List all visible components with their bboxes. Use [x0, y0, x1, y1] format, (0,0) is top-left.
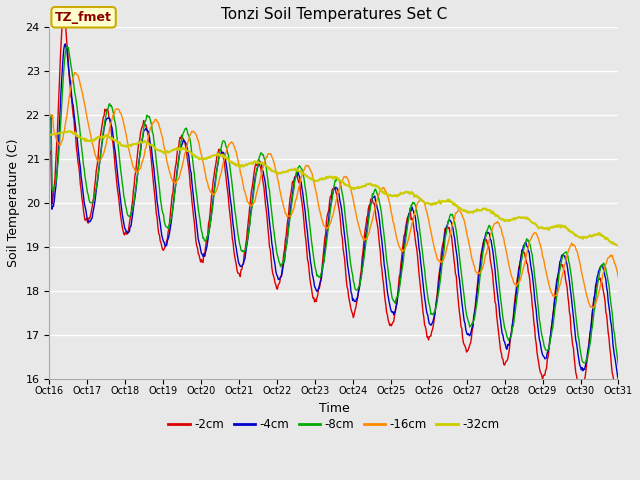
X-axis label: Time: Time [319, 402, 349, 415]
Legend: -2cm, -4cm, -8cm, -16cm, -32cm: -2cm, -4cm, -8cm, -16cm, -32cm [164, 414, 504, 436]
Title: Tonzi Soil Temperatures Set C: Tonzi Soil Temperatures Set C [221, 7, 447, 22]
Text: TZ_fmet: TZ_fmet [55, 11, 112, 24]
Y-axis label: Soil Temperature (C): Soil Temperature (C) [7, 139, 20, 267]
